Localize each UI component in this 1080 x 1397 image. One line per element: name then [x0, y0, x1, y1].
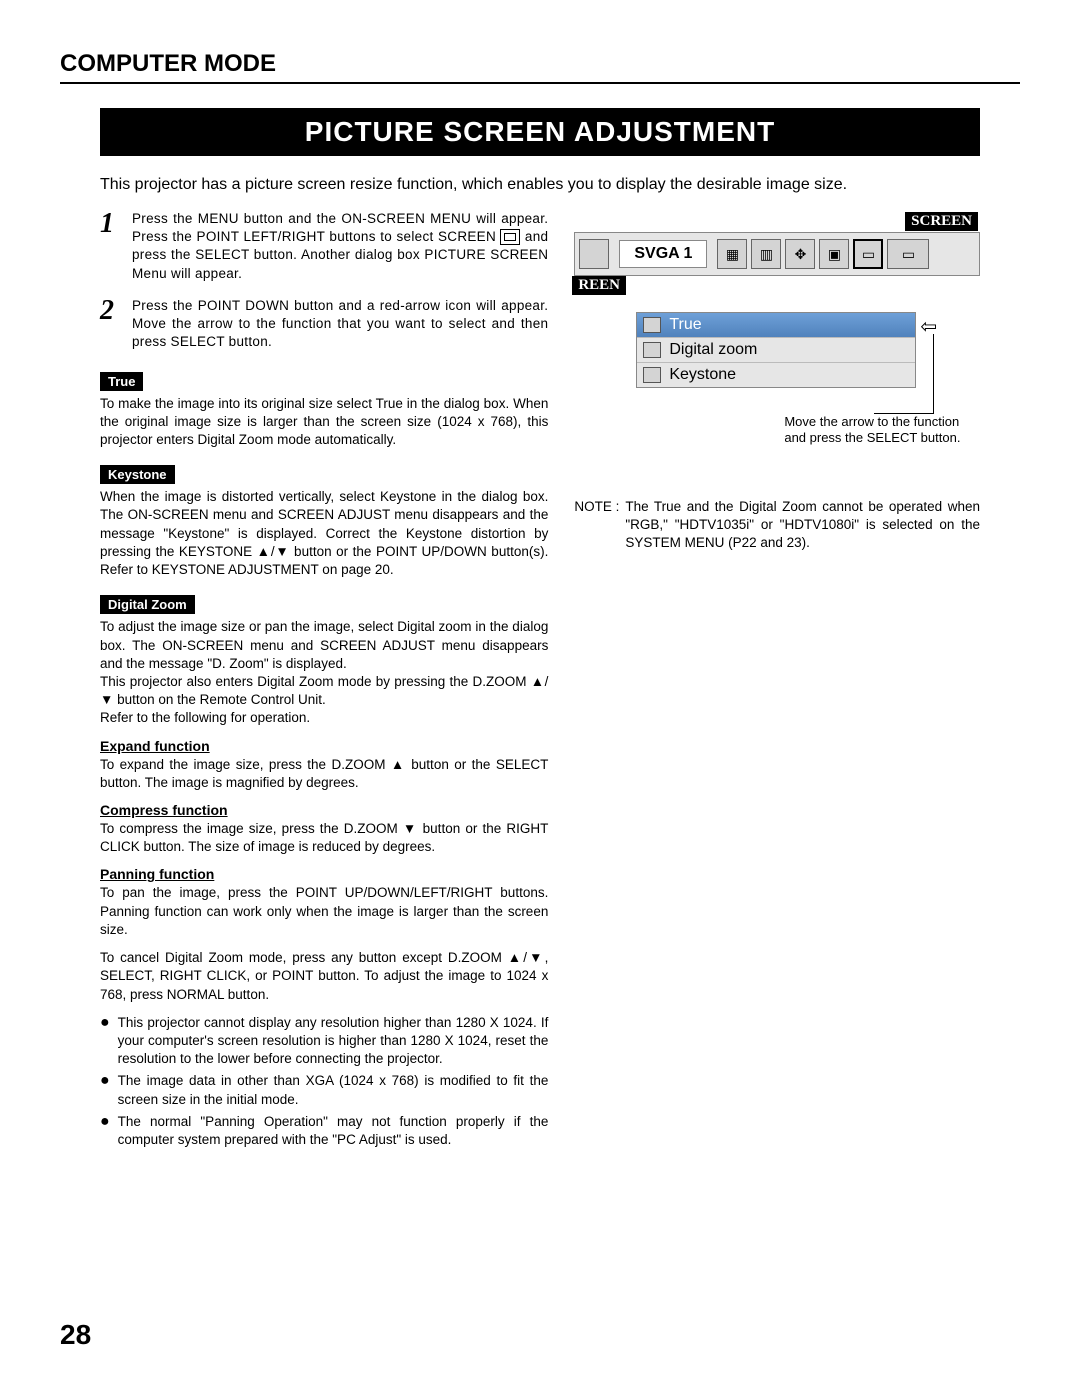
osd-mock: SCREEN SVGA 1 ▦ ▥ ✥ ▣ ▭ ▭ REEN True Digi… [574, 218, 980, 478]
osd-tab-screen: SCREEN [905, 212, 978, 231]
step-2: 2 Press the POINT DOWN button and a red-… [100, 297, 548, 352]
tag-true: True [100, 372, 143, 391]
note-label: NOTE : [574, 498, 619, 553]
tag-keystone: Keystone [100, 465, 175, 484]
osd-icon: ▭ [887, 239, 929, 269]
dzoom-body1: To adjust the image size or pan the imag… [100, 618, 548, 673]
dzoom-body2: This projector also enters Digital Zoom … [100, 673, 548, 709]
step-1: 1 Press the MENU button and the ON-SCREE… [100, 210, 548, 283]
step-number: 1 [100, 210, 122, 283]
callout-line [874, 334, 934, 414]
bullet-list: ●This projector cannot display any resol… [100, 1014, 548, 1150]
bullet-dot-icon: ● [100, 1072, 110, 1108]
callout-text: Move the arrow to the function and press… [784, 414, 974, 447]
note-body: The True and the Digital Zoom cannot be … [625, 498, 980, 553]
osd-item-label: True [669, 316, 701, 334]
osd-item-label: Keystone [669, 366, 736, 384]
osd-source-label: SVGA 1 [619, 240, 707, 268]
step1-text-a: Press the MENU button and the ON-SCREEN … [132, 211, 548, 244]
bullet-text: This projector cannot display any resolu… [118, 1014, 549, 1069]
osd-menu-bar: SVGA 1 ▦ ▥ ✥ ▣ ▭ ▭ [574, 232, 980, 276]
compress-body: To compress the image size, press the D.… [100, 820, 548, 856]
bullet-text: The image data in other than XGA (1024 x… [118, 1072, 549, 1108]
note-block: NOTE : The True and the Digital Zoom can… [574, 498, 980, 553]
left-column: 1 Press the MENU button and the ON-SCREE… [100, 210, 548, 1153]
osd-item-label: Digital zoom [669, 341, 757, 359]
osd-icon: ▦ [717, 239, 747, 269]
true-body: To make the image into its original size… [100, 395, 548, 450]
bullet-dot-icon: ● [100, 1113, 110, 1149]
osd-icon: ▣ [819, 239, 849, 269]
screen-icon [500, 229, 520, 245]
bullet-item: ●This projector cannot display any resol… [100, 1014, 548, 1069]
true-mini-icon [643, 317, 661, 333]
section-header: COMPUTER MODE [60, 50, 1020, 84]
tag-digital-zoom: Digital Zoom [100, 595, 195, 614]
panning-head: Panning function [100, 866, 548, 882]
banner-title: PICTURE SCREEN ADJUSTMENT [100, 108, 980, 156]
osd-source-icon [579, 239, 609, 269]
osd-icon: ▥ [751, 239, 781, 269]
step-body: Press the MENU button and the ON-SCREEN … [132, 210, 548, 283]
compress-head: Compress function [100, 802, 548, 818]
bullet-item: ●The image data in other than XGA (1024 … [100, 1072, 548, 1108]
keystone-mini-icon [643, 367, 661, 383]
intro-text: This projector has a picture screen resi… [100, 176, 980, 194]
page-number: 28 [60, 1319, 91, 1351]
dzoom-body3: Refer to the following for operation. [100, 709, 548, 727]
osd-tab-left: REEN [572, 276, 626, 295]
keystone-body: When the image is distorted vertically, … [100, 488, 548, 579]
expand-body: To expand the image size, press the D.ZO… [100, 756, 548, 792]
osd-icon: ✥ [785, 239, 815, 269]
dzoom-mini-icon [643, 342, 661, 358]
bullet-item: ●The normal "Panning Operation" may not … [100, 1113, 548, 1149]
right-column: SCREEN SVGA 1 ▦ ▥ ✥ ▣ ▭ ▭ REEN True Digi… [574, 210, 980, 1153]
expand-head: Expand function [100, 738, 548, 754]
bullet-text: The normal "Panning Operation" may not f… [118, 1113, 549, 1149]
step-body: Press the POINT DOWN button and a red-ar… [132, 297, 548, 352]
bullet-dot-icon: ● [100, 1014, 110, 1069]
step-number: 2 [100, 297, 122, 352]
panning-body: To pan the image, press the POINT UP/DOW… [100, 884, 548, 939]
osd-screen-icon: ▭ [853, 239, 883, 269]
cancel-body: To cancel Digital Zoom mode, press any b… [100, 949, 548, 1004]
